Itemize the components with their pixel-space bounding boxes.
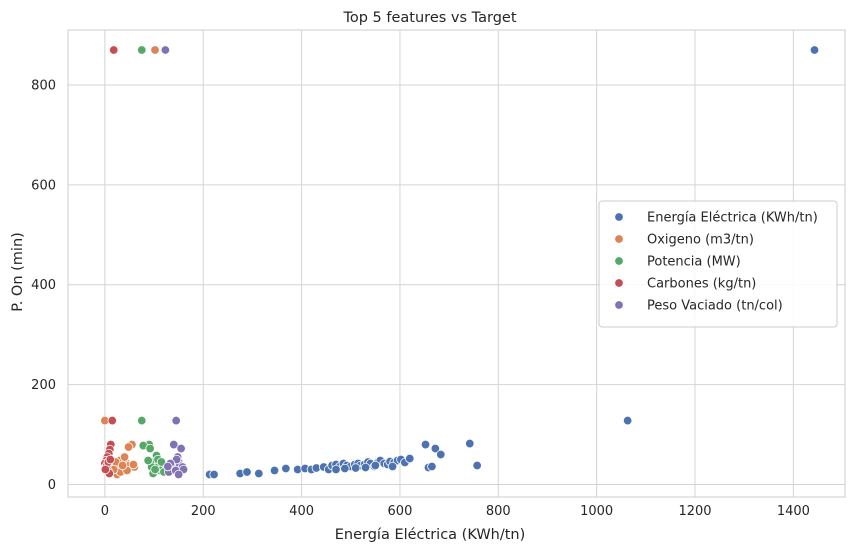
y-tick-label: 800	[31, 78, 56, 93]
data-point	[100, 464, 111, 475]
data-point	[107, 415, 117, 426]
data-point	[331, 464, 341, 475]
data-point	[430, 443, 441, 454]
x-tick-label: 600	[388, 504, 413, 519]
y-tick-label: 600	[31, 178, 56, 193]
data-point	[150, 45, 160, 55]
series-group	[160, 45, 189, 480]
y-tick-label: 0	[48, 478, 56, 493]
legend-marker	[614, 256, 624, 266]
grid	[68, 30, 845, 497]
legend: Energía Eléctrica (KWh/tn) Oxigeno (m3/tn…	[598, 200, 838, 328]
data-point	[171, 415, 181, 426]
data-point	[123, 442, 134, 452]
data-point	[242, 467, 252, 477]
data-point	[173, 469, 184, 480]
data-point	[281, 463, 291, 474]
x-tick-label: 800	[486, 504, 511, 519]
legend-marker	[614, 212, 624, 222]
data-point	[137, 45, 147, 55]
legend-label: Carbones (kg/tn)	[647, 277, 756, 292]
data-point	[472, 460, 482, 471]
data-point	[254, 468, 264, 479]
data-point	[105, 454, 115, 465]
data-point	[176, 443, 186, 454]
series-group	[137, 45, 172, 479]
x-tick-label: 200	[191, 504, 216, 519]
data-point	[209, 469, 219, 480]
y-tick-label: 200	[31, 378, 56, 393]
data-point	[809, 45, 820, 55]
series-group	[100, 45, 160, 480]
chart-title: Top 5 features vs Target	[342, 10, 516, 26]
series-group	[204, 45, 820, 480]
data-point	[420, 439, 431, 450]
x-tick-label: 400	[289, 504, 314, 519]
axis-ticks: 0 200 400 600 800 1000 1200 1400 0 200 400 600 800	[31, 78, 810, 519]
x-axis-title: Energía Eléctrica (KWh/tn)	[335, 527, 526, 543]
data-point	[370, 460, 381, 471]
x-tick-label: 1400	[777, 504, 810, 519]
data-point	[405, 453, 415, 464]
data-point	[169, 439, 179, 450]
data-point	[156, 457, 167, 467]
legend-label: Potencia (MW)	[647, 255, 741, 270]
data-point	[160, 45, 171, 55]
legend-marker	[614, 278, 624, 288]
data-point	[436, 449, 446, 460]
data-point	[137, 415, 147, 426]
x-tick-label: 1000	[580, 504, 613, 519]
data-point	[145, 443, 155, 454]
data-point	[387, 461, 398, 472]
legend-marker	[614, 234, 624, 244]
data-point	[427, 461, 437, 472]
data-point	[150, 464, 160, 475]
legend-label: Energía Eléctrica (KWh/tn)	[647, 211, 818, 226]
data-point	[117, 460, 128, 471]
series-group	[100, 45, 119, 479]
legend-label: Oxigeno (m3/tn)	[647, 233, 754, 248]
data-point	[128, 459, 139, 470]
y-axis-title: P. On (min)	[10, 232, 26, 312]
data-point	[622, 415, 633, 426]
data-point	[143, 455, 153, 466]
data-point	[163, 461, 173, 472]
x-tick-label: 1200	[678, 504, 711, 519]
plot-area-frame	[67, 29, 846, 498]
legend-label: Peso Vaciado (tn/col)	[647, 299, 783, 314]
data-point	[269, 465, 280, 476]
data-point	[465, 438, 475, 449]
legend-box	[598, 200, 838, 328]
data-point	[360, 462, 371, 473]
y-tick-label: 400	[31, 278, 56, 293]
data-point	[350, 463, 361, 473]
data-point	[119, 452, 130, 462]
legend-marker	[614, 300, 624, 310]
x-tick-label: 0	[101, 504, 109, 519]
data-point	[340, 463, 350, 474]
data-point	[109, 45, 119, 55]
data-points	[100, 45, 820, 480]
